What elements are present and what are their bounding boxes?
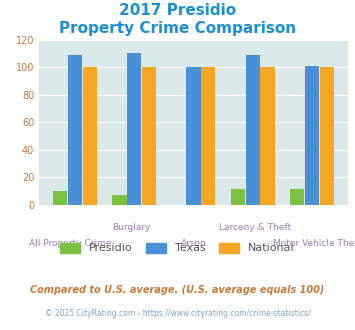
Text: © 2025 CityRating.com - https://www.cityrating.com/crime-statistics/: © 2025 CityRating.com - https://www.city… [45,309,310,317]
Text: Burglary: Burglary [113,223,151,232]
Bar [83,67,97,205]
Bar [246,55,260,205]
Bar [112,195,126,205]
Text: 2017 Presidio: 2017 Presidio [119,3,236,18]
Bar [53,191,67,205]
Bar [290,189,304,205]
Bar [186,67,201,205]
Bar [320,67,334,205]
Text: Larceny & Theft: Larceny & Theft [219,223,291,232]
Text: Arson: Arson [181,239,206,248]
Bar [68,55,82,205]
Text: Motor Vehicle Theft: Motor Vehicle Theft [273,239,355,248]
Text: Property Crime Comparison: Property Crime Comparison [59,21,296,36]
Bar [142,67,156,205]
Bar [231,189,245,205]
Bar [127,53,141,205]
Legend: Presidio, Texas, National: Presidio, Texas, National [56,238,299,258]
Text: Compared to U.S. average. (U.S. average equals 100): Compared to U.S. average. (U.S. average … [30,285,325,295]
Text: All Property Crime: All Property Crime [29,239,111,248]
Bar [261,67,275,205]
Bar [201,67,215,205]
Bar [305,66,319,205]
